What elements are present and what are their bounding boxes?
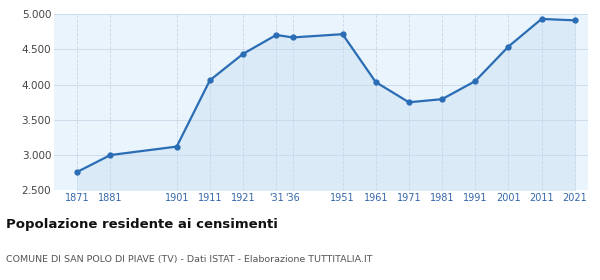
- Text: Popolazione residente ai censimenti: Popolazione residente ai censimenti: [6, 218, 278, 231]
- Text: COMUNE DI SAN POLO DI PIAVE (TV) - Dati ISTAT - Elaborazione TUTTITALIA.IT: COMUNE DI SAN POLO DI PIAVE (TV) - Dati …: [6, 255, 373, 264]
